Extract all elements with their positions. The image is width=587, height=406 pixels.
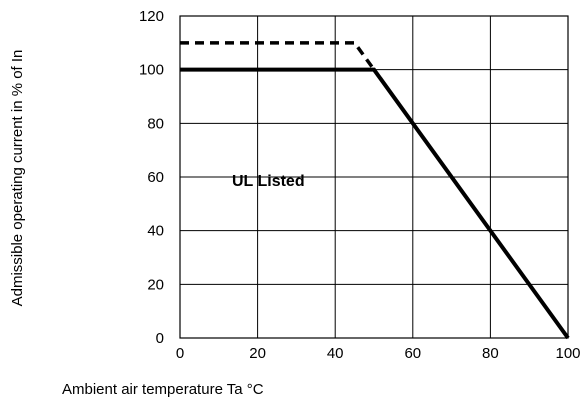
- x-tick-label-3: 60: [404, 345, 421, 362]
- series-layer: [180, 41, 570, 340]
- x-tick-label-0: 0: [176, 345, 184, 362]
- x-tick-label-4: 80: [482, 345, 499, 362]
- y-tick-label-2: 40: [147, 223, 164, 240]
- y-tick-label-3: 60: [147, 169, 164, 186]
- annotation-0: UL Listed: [232, 173, 305, 190]
- y-tick-label-0: 0: [156, 330, 164, 347]
- y-tick-label-1: 20: [147, 276, 164, 293]
- x-tick-label-5: 100: [555, 345, 580, 362]
- y-axis-ticks: 0 20 40 60 80 100 120: [139, 8, 164, 347]
- dashed-derating-line: [180, 41, 376, 71]
- x-axis-ticks: 0 20 40 60 80 100: [176, 345, 581, 362]
- x-tick-label-2: 40: [327, 345, 344, 362]
- x-tick-label-1: 20: [249, 345, 266, 362]
- x-axis-label: Ambient air temperature Ta °C: [62, 381, 264, 398]
- y-tick-label-4: 80: [147, 115, 164, 132]
- y-tick-label-5: 100: [139, 62, 164, 79]
- solid-derating-line: [180, 67, 570, 340]
- y-tick-label-6: 120: [139, 8, 164, 25]
- plot-frame: [179, 15, 569, 339]
- annotations: UL Listed: [232, 173, 305, 190]
- y-axis-label: Admissible operating current in % of In: [9, 50, 26, 307]
